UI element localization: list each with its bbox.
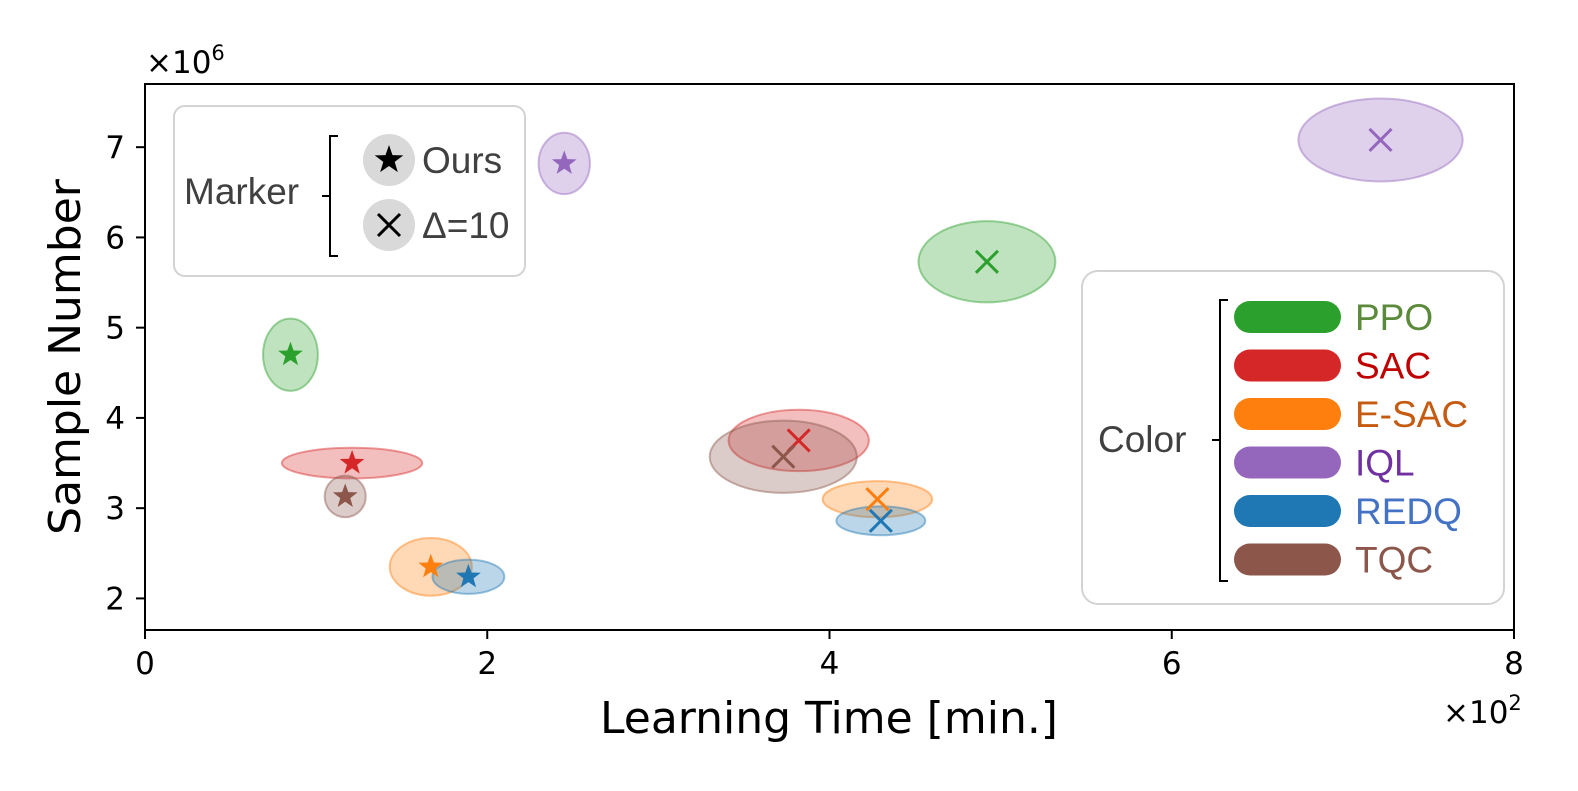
x-axis-ticks: 0 2 4 6 8 xyxy=(135,630,1524,682)
delta-label: Δ=10 xyxy=(422,205,509,246)
iql-legend-label: IQL xyxy=(1355,443,1415,484)
marker-legend-title: Marker xyxy=(184,171,299,212)
color-legend-items: PPO SAC E-SAC IQL REDQ TQC xyxy=(1234,297,1468,581)
iql-delta-marker xyxy=(1368,127,1393,153)
e-sac-delta-marker xyxy=(865,487,890,512)
color-legend-box xyxy=(1081,270,1505,605)
ppo-legend-label: PPO xyxy=(1355,297,1433,338)
x-multiplier-base: ×10 xyxy=(1443,695,1508,731)
color-legend: Color PPO SAC E-SAC IQL REDQ TQC xyxy=(1081,270,1505,605)
iql-color-swatch xyxy=(1234,446,1341,479)
e-sac-color-swatch xyxy=(1234,398,1341,430)
x-tick-label: 0 xyxy=(135,646,155,682)
ours-label: Ours xyxy=(422,140,502,181)
y-axis-label: Sample Number xyxy=(40,178,91,535)
redq-legend-label: REDQ xyxy=(1355,491,1462,532)
ppo-color-swatch xyxy=(1234,301,1341,333)
marker-legend: Marker Ours Δ=10 xyxy=(173,105,526,277)
marker-legend-box xyxy=(173,105,526,277)
x-tick-label: 2 xyxy=(477,646,497,682)
y-tick-label: 7 xyxy=(105,130,125,166)
iql-ours-marker xyxy=(551,150,577,174)
tqc-color-swatch xyxy=(1234,543,1341,576)
y-tick-label: 4 xyxy=(105,401,125,437)
sac-ours-marker xyxy=(339,450,365,474)
x-icon xyxy=(376,212,402,238)
e-sac-ours-marker xyxy=(418,553,444,578)
x-axis-label: Learning Time [min.] xyxy=(600,693,1058,744)
ppo-ours-marker xyxy=(278,341,303,366)
ppo-delta-marker xyxy=(974,249,999,274)
x-tick-label: 6 xyxy=(1162,646,1182,682)
tqc-legend-label: TQC xyxy=(1355,540,1433,581)
redq-delta-marker xyxy=(868,508,893,533)
e-sac-legend-label: E-SAC xyxy=(1355,394,1468,435)
sac-legend-label: SAC xyxy=(1355,346,1431,387)
marker-legend-bracket xyxy=(322,135,338,257)
color-legend-title: Color xyxy=(1098,419,1186,460)
y-tick-label: 3 xyxy=(105,491,125,527)
star-icon xyxy=(374,145,404,173)
uncertainty-ellipses xyxy=(262,97,1464,597)
tqc-delta-marker xyxy=(771,444,796,469)
y-tick-label: 5 xyxy=(105,311,125,347)
y-multiplier-label: ×106 xyxy=(146,41,225,81)
y-multiplier-exponent: 6 xyxy=(211,41,224,65)
sac-color-swatch xyxy=(1234,349,1341,382)
redq-ours-marker xyxy=(456,563,481,588)
y-axis-ticks: 2 3 4 5 6 7 xyxy=(105,130,145,617)
y-tick-label: 6 xyxy=(105,220,125,256)
color-legend-bracket xyxy=(1212,299,1228,582)
x-tick-label: 4 xyxy=(820,646,840,682)
tqc-ours-marker xyxy=(332,483,358,507)
x-multiplier-label: ×102 xyxy=(1443,691,1522,731)
redq-color-swatch xyxy=(1234,495,1341,527)
data-markers xyxy=(278,127,1393,588)
y-tick-label: 2 xyxy=(105,581,125,617)
x-tick-label: 8 xyxy=(1504,646,1524,682)
x-multiplier-exponent: 2 xyxy=(1508,691,1521,715)
y-multiplier-base: ×10 xyxy=(146,45,211,81)
